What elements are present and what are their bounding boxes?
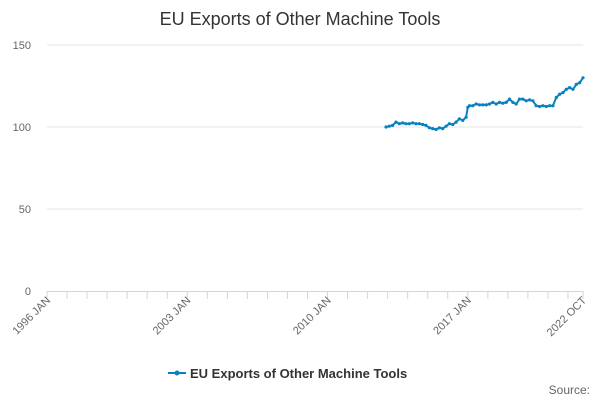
data-point[interactable] [544, 104, 548, 109]
legend-marker-symbol [174, 370, 180, 376]
data-point[interactable] [464, 115, 468, 119]
data-point[interactable] [511, 100, 515, 104]
data-point[interactable] [411, 121, 415, 125]
data-point[interactable] [484, 103, 488, 107]
data-point[interactable] [404, 122, 408, 126]
data-point[interactable] [384, 125, 388, 129]
data-point[interactable] [571, 87, 575, 91]
data-point[interactable] [417, 122, 421, 126]
y-tick-label: 100 [13, 122, 31, 134]
data-point[interactable] [578, 81, 582, 85]
x-tick-label: 1996 JAN [10, 295, 53, 338]
data-point[interactable] [564, 87, 568, 91]
x-tick-label: 2017 JAN [431, 295, 474, 338]
data-point[interactable] [421, 122, 425, 127]
data-point[interactable] [574, 82, 578, 86]
data-point[interactable] [554, 95, 558, 100]
data-point[interactable] [558, 92, 562, 96]
y-tick-label: 50 [19, 204, 31, 216]
series-line [385, 77, 584, 131]
y-tick-label: 0 [25, 286, 31, 298]
data-point[interactable] [454, 120, 458, 124]
data-point[interactable] [491, 100, 495, 104]
data-point[interactable] [531, 99, 535, 103]
data-point[interactable] [551, 104, 555, 108]
data-point[interactable] [434, 127, 438, 132]
data-point[interactable] [504, 100, 508, 104]
plot-area [384, 76, 585, 132]
data-point[interactable] [534, 104, 538, 108]
data-point[interactable] [387, 124, 391, 128]
data-point[interactable] [568, 86, 572, 90]
x-axis: 1996 JAN 2003 JAN 2010 JAN 2017 JAN 2022 OCT [10, 291, 589, 339]
y-axis: 0 50 100 150 [13, 40, 31, 298]
data-point[interactable] [414, 122, 418, 126]
data-point[interactable] [507, 97, 512, 101]
data-point[interactable] [431, 127, 435, 131]
data-point[interactable] [487, 102, 492, 106]
data-point[interactable] [427, 126, 431, 130]
y-gridlines [47, 44, 583, 210]
data-point[interactable] [497, 100, 502, 104]
data-point[interactable] [407, 122, 411, 126]
data-point[interactable] [514, 102, 518, 106]
data-point[interactable] [437, 126, 441, 130]
data-point[interactable] [581, 76, 585, 80]
data-point[interactable] [397, 122, 401, 126]
data-point[interactable] [441, 127, 445, 131]
data-point[interactable] [481, 103, 485, 107]
data-point[interactable] [538, 104, 542, 109]
data-point[interactable] [401, 121, 405, 125]
legend[interactable]: EU Exports of Other Machine Tools [168, 366, 407, 381]
data-point[interactable] [461, 118, 465, 122]
data-point[interactable] [548, 104, 552, 108]
data-point[interactable] [447, 122, 451, 126]
data-point[interactable] [477, 103, 482, 107]
data-point[interactable] [521, 97, 525, 101]
data-point[interactable] [424, 123, 428, 127]
legend-label: EU Exports of Other Machine Tools [190, 366, 407, 381]
data-point[interactable] [561, 91, 565, 95]
data-point[interactable] [394, 120, 398, 124]
data-point[interactable] [528, 98, 532, 102]
x-tick-label: 2010 JAN [291, 295, 334, 338]
data-point[interactable] [517, 97, 522, 101]
data-point[interactable] [474, 102, 478, 106]
data-point[interactable] [541, 104, 545, 108]
data-point[interactable] [444, 124, 448, 128]
data-point[interactable] [467, 104, 472, 108]
y-tick-label: 150 [13, 40, 31, 52]
data-point[interactable] [524, 99, 528, 103]
data-point[interactable] [457, 117, 461, 121]
x-tick-label: 2022 OCT [545, 294, 590, 339]
data-point[interactable] [494, 102, 498, 106]
chart-title: EU Exports of Other Machine Tools [160, 9, 441, 29]
data-point[interactable] [471, 104, 475, 108]
source-credit[interactable]: Source: [549, 383, 590, 397]
x-tick-label: 2003 JAN [151, 295, 194, 338]
data-point[interactable] [501, 101, 505, 105]
data-point[interactable] [451, 122, 455, 127]
data-point[interactable] [391, 123, 395, 127]
